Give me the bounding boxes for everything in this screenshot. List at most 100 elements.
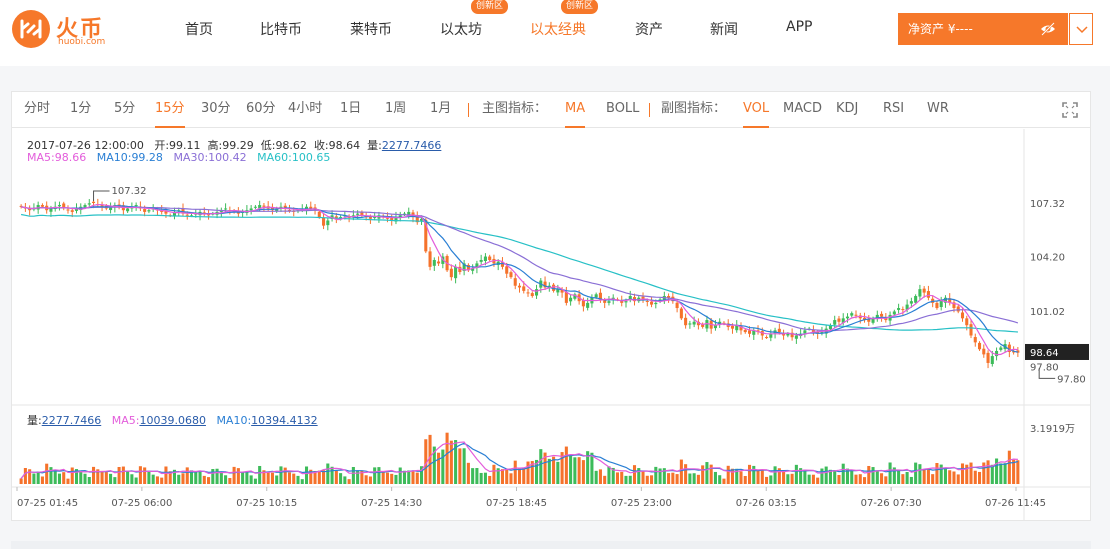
volume-bar (739, 471, 743, 484)
volume-bar (560, 452, 564, 484)
candle-body (134, 205, 138, 207)
account-dropdown-button[interactable] (1069, 13, 1093, 45)
candle-body (965, 318, 969, 326)
ohlc-low: 低:98.62 (260, 139, 307, 152)
volume-bar (684, 464, 688, 484)
volume-bar (628, 475, 632, 484)
sub-indicator-macd[interactable]: MACD (783, 101, 822, 116)
candle-body (505, 266, 509, 274)
candle-body (926, 291, 930, 298)
candle-body (837, 318, 841, 322)
min-marker-label: 97.80 (1057, 374, 1086, 385)
volume-bar (151, 474, 155, 484)
candle-body (978, 342, 982, 350)
nav-item-6[interactable]: 新闻 (710, 19, 738, 39)
sub-indicator-wr[interactable]: WR (927, 101, 949, 116)
candle-body (143, 208, 147, 212)
volume-bar (782, 471, 786, 484)
volume-bar (249, 475, 253, 484)
nav-item-0[interactable]: 首页 (185, 19, 213, 39)
volume-bar (364, 475, 368, 484)
ma5-value: MA5:98.66 (27, 151, 87, 164)
logo-sub: huobi.com (58, 37, 106, 47)
volume-bar (121, 466, 125, 484)
main-indicator-boll[interactable]: BOLL (606, 101, 640, 116)
candle-body (679, 308, 683, 319)
candle-body (871, 318, 875, 323)
nav-item-5[interactable]: 资产 (635, 19, 663, 39)
fullscreen-icon[interactable] (1062, 102, 1078, 118)
nav-item-3[interactable]: 以太坊 (440, 19, 482, 39)
volume-bar (667, 473, 671, 484)
nav-item-4[interactable]: 以太经典 (530, 19, 586, 39)
volume-bar (377, 467, 381, 484)
nav-item-label: 以太经典 (530, 22, 586, 38)
volume-bar (147, 471, 151, 484)
volume-bar (765, 476, 769, 484)
volume-bar (424, 439, 428, 484)
volume-bar (458, 448, 462, 484)
nav-item-1[interactable]: 比特币 (260, 19, 302, 39)
period-tab-7[interactable]: 1日 (340, 101, 362, 116)
period-tab-4[interactable]: 30分 (201, 101, 231, 116)
candle-body (428, 251, 432, 267)
price-tick-label: 97.80 (1030, 362, 1059, 373)
period-tab-3[interactable]: 15分 (155, 92, 185, 128)
hide-eye-icon[interactable] (1040, 22, 1056, 36)
ohlc-high: 高:99.29 (207, 139, 254, 152)
candle-body (458, 266, 462, 272)
nav-item-label: 以太坊 (440, 22, 482, 38)
candle-body (586, 302, 590, 308)
volume-bar (914, 462, 918, 484)
candle-body (752, 330, 756, 335)
candle-body (862, 317, 867, 321)
sub-indicator-rsi[interactable]: RSI (883, 101, 905, 116)
volume-bar (109, 473, 113, 484)
time-label: 07-25 14:30 (361, 498, 422, 509)
volume-bar (833, 471, 837, 484)
nav-item-7[interactable]: APP (786, 19, 812, 35)
candle-body (948, 298, 952, 303)
volume-bar (884, 476, 888, 484)
period-tab-9[interactable]: 1月 (430, 101, 452, 116)
main-indicator-ma[interactable]: MA (565, 92, 586, 128)
period-tab-2[interactable]: 5分 (114, 101, 136, 116)
sub-indicator-kdj[interactable]: KDJ (836, 101, 859, 116)
vol-ma10-label: MA10: (216, 414, 252, 427)
volume-bar (181, 473, 185, 484)
volume-bar (1016, 460, 1020, 484)
period-tab-1[interactable]: 1分 (70, 101, 92, 116)
period-tab-8[interactable]: 1周 (385, 101, 407, 116)
period-tab-0[interactable]: 分时 (24, 101, 51, 116)
volume-bar (313, 470, 317, 484)
nav-item-label: 莱特币 (350, 22, 392, 38)
candle-body (909, 301, 913, 304)
candle-body (398, 215, 402, 218)
volume-bar (317, 470, 321, 484)
candle-body (705, 320, 709, 329)
kline-chart[interactable]: 107.32 104.20 101.02 97.80 107.32 97.80 98.64 3… (12, 129, 1090, 520)
volume-bar (228, 478, 232, 484)
volume-bar (279, 466, 283, 484)
period-tab-5[interactable]: 60分 (246, 101, 276, 116)
candle-body (334, 216, 338, 219)
ma30-value: MA30:100.42 (173, 151, 247, 164)
volume-bar (522, 468, 526, 484)
sub-indicator-vol[interactable]: VOL (743, 92, 770, 128)
net-assets-button[interactable]: 净资产 ¥---- (898, 13, 1068, 45)
period-tab-6[interactable]: 4小时 (288, 101, 323, 116)
volume-bar (841, 463, 845, 484)
volume-bar (475, 468, 479, 484)
nav-item-2[interactable]: 莱特币 (350, 19, 392, 39)
time-label: 07-25 23:00 (611, 498, 672, 509)
kline-svg[interactable]: 107.32 104.20 101.02 97.80 107.32 97.80 98.64 3… (12, 129, 1090, 520)
volume-bar (407, 470, 411, 484)
candle-body (820, 332, 824, 334)
huobi-logo[interactable]: 火币 huobi.com (12, 8, 132, 48)
time-label: 07-25 01:45 (17, 498, 78, 509)
candle-body (692, 321, 696, 325)
volume-bar (23, 468, 27, 484)
candle-body (57, 205, 61, 207)
volume-bar (526, 461, 530, 484)
candle-body (535, 289, 539, 296)
